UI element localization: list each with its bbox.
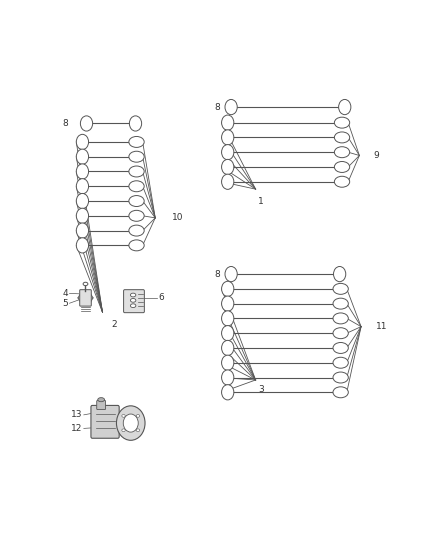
Ellipse shape — [76, 238, 88, 253]
Text: 1: 1 — [257, 197, 263, 206]
Text: 2: 2 — [111, 320, 117, 329]
Text: 13: 13 — [71, 410, 82, 419]
Ellipse shape — [76, 164, 88, 179]
Ellipse shape — [332, 372, 347, 383]
Ellipse shape — [334, 161, 349, 173]
Ellipse shape — [129, 116, 141, 131]
Ellipse shape — [334, 117, 349, 128]
Ellipse shape — [80, 116, 92, 131]
Ellipse shape — [76, 134, 88, 150]
Text: 12: 12 — [71, 424, 82, 433]
Ellipse shape — [129, 136, 144, 148]
Ellipse shape — [221, 159, 233, 175]
Ellipse shape — [76, 179, 88, 194]
Ellipse shape — [332, 387, 347, 398]
Ellipse shape — [136, 429, 139, 432]
Ellipse shape — [221, 174, 233, 189]
Ellipse shape — [221, 385, 233, 400]
Ellipse shape — [221, 130, 233, 145]
Ellipse shape — [225, 100, 237, 115]
Ellipse shape — [333, 266, 345, 282]
Ellipse shape — [221, 311, 233, 326]
Text: 5: 5 — [62, 298, 67, 308]
Ellipse shape — [130, 293, 135, 297]
Ellipse shape — [221, 341, 233, 356]
Ellipse shape — [221, 355, 233, 370]
Ellipse shape — [136, 415, 139, 417]
Text: 8: 8 — [63, 119, 68, 128]
Ellipse shape — [129, 196, 144, 206]
Ellipse shape — [129, 240, 144, 251]
Circle shape — [116, 406, 145, 440]
Ellipse shape — [76, 149, 88, 164]
Ellipse shape — [332, 343, 347, 353]
Ellipse shape — [129, 151, 144, 162]
Ellipse shape — [332, 357, 347, 368]
Ellipse shape — [221, 281, 233, 296]
Ellipse shape — [221, 326, 233, 341]
Ellipse shape — [221, 370, 233, 385]
Ellipse shape — [130, 298, 135, 302]
Ellipse shape — [338, 100, 350, 115]
Ellipse shape — [332, 328, 347, 338]
Ellipse shape — [334, 176, 349, 187]
Ellipse shape — [334, 147, 349, 158]
Ellipse shape — [129, 166, 144, 177]
Ellipse shape — [332, 284, 347, 294]
Ellipse shape — [129, 181, 144, 192]
Ellipse shape — [332, 313, 347, 324]
FancyBboxPatch shape — [80, 290, 91, 306]
Ellipse shape — [76, 223, 88, 238]
FancyBboxPatch shape — [124, 290, 144, 313]
Text: 6: 6 — [158, 293, 164, 302]
FancyBboxPatch shape — [96, 400, 105, 409]
Ellipse shape — [76, 208, 88, 223]
Circle shape — [123, 414, 138, 432]
Text: 10: 10 — [172, 213, 184, 222]
Ellipse shape — [130, 304, 135, 308]
Ellipse shape — [129, 211, 144, 221]
Ellipse shape — [76, 193, 88, 208]
Ellipse shape — [98, 398, 104, 402]
Text: 9: 9 — [372, 151, 378, 160]
Text: 4: 4 — [62, 289, 67, 298]
Ellipse shape — [83, 282, 88, 286]
Text: 8: 8 — [214, 270, 219, 279]
Ellipse shape — [221, 296, 233, 311]
FancyBboxPatch shape — [91, 406, 119, 438]
Text: 11: 11 — [375, 322, 387, 331]
Text: 8: 8 — [214, 102, 219, 111]
Ellipse shape — [332, 298, 347, 309]
Ellipse shape — [129, 225, 144, 236]
Ellipse shape — [221, 115, 233, 130]
Ellipse shape — [225, 266, 237, 282]
Ellipse shape — [122, 429, 125, 432]
Ellipse shape — [221, 144, 233, 160]
Ellipse shape — [334, 132, 349, 143]
Ellipse shape — [122, 415, 125, 417]
Text: 3: 3 — [257, 385, 263, 394]
